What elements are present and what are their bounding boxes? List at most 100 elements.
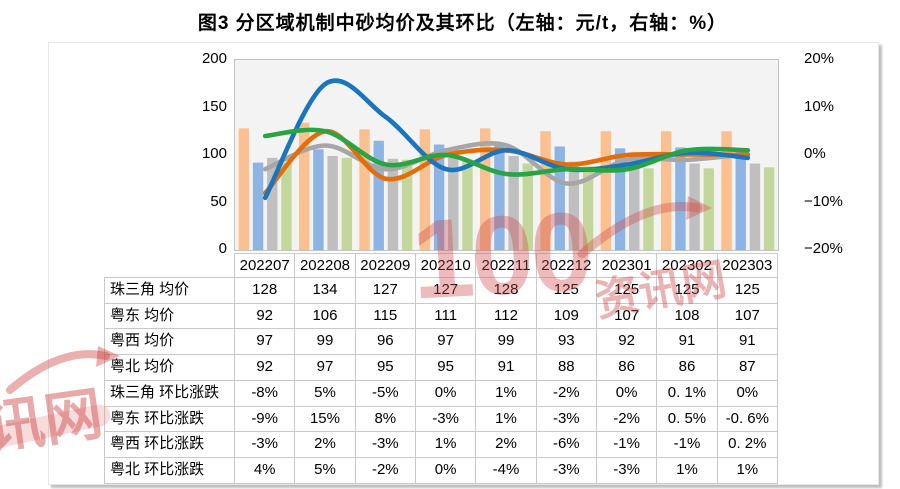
value-cell: 0% [595,379,658,407]
value-cell: 106 [294,302,356,330]
value-cell: 127 [414,277,477,304]
bar-粤北 [462,159,473,250]
value-cell: 91 [656,328,718,356]
row-label: 粤北 环比涨跌 [104,456,235,484]
bar-珠三角 [540,131,551,250]
value-cell: 8% [354,405,416,433]
value-cell: -6% [535,431,597,458]
bar-粤西 [387,158,399,250]
value-cell: 87 [716,354,778,381]
bar-粤北 [281,162,292,250]
chart-canvas [238,78,775,250]
value-cell: 125 [595,277,658,304]
table-header-row: 202207 202208 202209 202210 202211 202212 2023… [105,253,778,278]
value-cell: 112 [475,302,537,330]
value-cell: 2% [475,431,537,458]
table-row: 粤西 均价 97 99 96 97 99 93 92 91 91 [104,328,778,356]
bar-粤西 [508,155,519,250]
bar-粤东 [735,148,746,250]
bar-粤北 [522,163,533,250]
value-cell: 2% [294,431,356,458]
table-row: 珠三角 均价 128 134 127 127 128 125 125 125 125 [104,277,778,304]
value-cell: 97 [233,328,296,356]
value-cell: -4% [475,456,537,484]
left-axis-tick-label: 200 [201,50,227,67]
right-axis-tick-label: 20% [804,50,835,67]
value-cell: 0% [716,379,778,407]
value-cell: -2% [595,405,658,433]
bar-粤北 [341,157,352,250]
value-cell: 0. 1% [656,379,718,407]
table-row: 粤西 环比涨跌 -3% 2% -3% 1% 2% -6% -1% -1% 0. 2% [104,431,778,458]
value-cell: -1% [656,431,718,458]
left-axis-tick-label: 0 [218,240,227,257]
value-cell: -9% [233,405,296,433]
line-粤北 [262,127,751,177]
value-cell: 86 [656,354,718,381]
value-cell: -3% [595,456,658,484]
bar-粤西 [568,161,580,250]
bar-珠三角 [661,131,672,250]
value-cell: -3% [535,405,597,433]
table-row: 粤北 环比涨跌 4% 5% -2% 0% -4% -3% -3% 1% 1% [104,456,778,484]
value-cell: 95 [414,354,477,381]
bar-粤北 [763,167,775,250]
value-cell: -1% [595,431,658,458]
left-axis-tick-label: 50 [210,192,227,210]
value-cell: -2% [535,379,597,407]
bar-珠三角 [419,129,431,250]
bar-粤北 [703,168,714,250]
value-cell: -3% [414,405,477,433]
value-cell: 0% [414,379,477,407]
bar-粤西 [749,163,761,250]
value-cell: 86 [595,354,658,381]
value-cell: 5% [294,456,356,484]
value-cell: 128 [233,277,296,304]
bar-粤东 [313,149,324,250]
category-header-cell: 202209 [354,253,416,278]
bar-珠三角 [600,131,612,250]
value-cell: -3% [354,431,416,458]
row-label: 粤西 均价 [104,328,235,356]
value-cell: 0. 2% [716,431,778,458]
value-cell: 95 [354,354,416,381]
bar-粤东 [554,146,565,250]
bar-粤东 [373,140,384,250]
bar-粤西 [629,162,640,250]
bar-粤东 [675,147,686,250]
value-cell: -5% [354,379,416,407]
bar-粤东 [252,162,264,250]
value-cell: 115 [354,302,416,330]
table-row: 珠三角 环比涨跌 -8% 5% -5% 0% 1% -2% 0% 0. 1% 0% [104,379,778,407]
value-cell: 99 [475,328,537,356]
value-cell: 1% [414,431,477,458]
value-cell: 134 [294,277,356,304]
value-cell: 125 [716,277,778,304]
category-header-cell: 202207 [233,253,296,278]
value-cell: 1% [656,456,718,484]
chart-card: 200 150 100 50 0 20% 10% 0% −10% −20% 202207 2022… [48,42,879,485]
value-cell: 99 [294,328,356,356]
value-cell: -8% [233,379,296,407]
value-cell: 111 [414,302,477,330]
bar-粤东 [433,144,445,250]
bar-粤西 [327,155,338,250]
bar-珠三角 [721,131,732,250]
plot-area [234,59,779,251]
value-cell: 15% [294,405,356,433]
category-header-cell: 202302 [656,253,718,278]
row-label: 珠三角 均价 [104,277,235,304]
value-cell: 1% [475,379,537,407]
category-header-cell: 202301 [595,253,658,278]
chart-title: 图3 分区域机制中砂均价及其环比（左轴：元/t，右轴：%） [197,13,728,34]
category-header-cell: 202212 [535,253,597,278]
bar-珠三角 [299,122,310,250]
value-cell: 1% [475,405,537,433]
bar-珠三角 [238,128,250,250]
bar-粤西 [267,157,278,250]
value-cell: 92 [233,302,296,330]
value-cell: 108 [656,302,718,330]
right-axis-tick-label: −20% [804,240,843,257]
row-label: 粤东 均价 [104,302,235,330]
